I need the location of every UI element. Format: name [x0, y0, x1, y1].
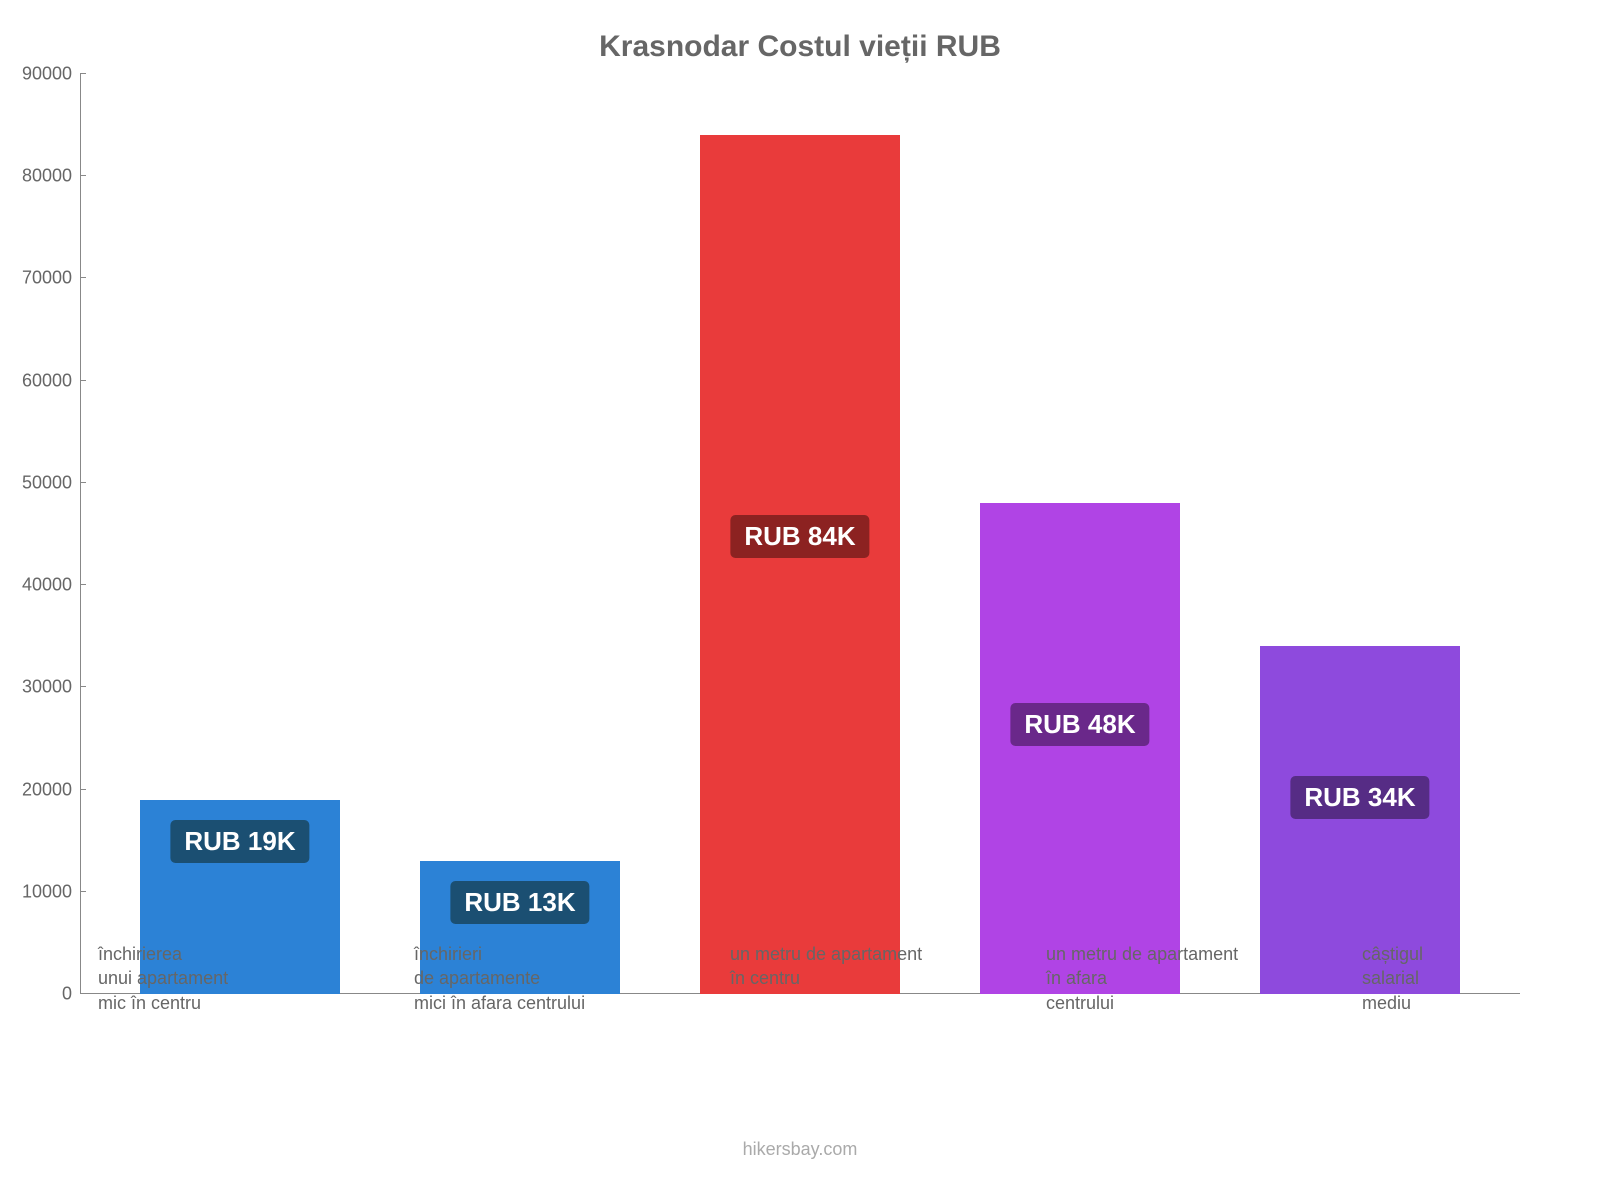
y-tick-label: 60000 — [22, 370, 72, 391]
bar-value-label: RUB 84K — [730, 515, 869, 558]
bar-slot: RUB 13K — [410, 74, 630, 994]
y-tick-label: 80000 — [22, 166, 72, 187]
source-credit: hikersbay.com — [0, 1139, 1600, 1160]
chart-title: Krasnodar Costul vieții RUB — [60, 30, 1540, 64]
bar-slot: RUB 34K — [1250, 74, 1470, 994]
bar-slot: RUB 84K — [690, 74, 910, 994]
bar-value-label: RUB 19K — [170, 820, 309, 863]
bar: RUB 84K — [700, 135, 900, 994]
x-axis-category-label: un metru de apartamentîn centru — [720, 942, 940, 1015]
y-axis: 0100002000030000400005000060000700008000… — [20, 74, 80, 994]
y-tick-label: 30000 — [22, 677, 72, 698]
y-tick-label: 90000 — [22, 64, 72, 85]
bar-slot: RUB 48K — [970, 74, 1190, 994]
x-axis-category-label: câștigulsalarialmediu — [1352, 942, 1572, 1015]
x-axis-labels: închiriereaunui apartamentmic în centru î… — [20, 942, 1600, 1015]
x-axis-category-label: închiriereaunui apartamentmic în centru — [88, 942, 308, 1015]
bar-value-label: RUB 34K — [1290, 776, 1429, 819]
plot-area: 0100002000030000400005000060000700008000… — [80, 74, 1520, 994]
y-tick-label: 20000 — [22, 779, 72, 800]
x-axis-category-label: un metru de apartamentîn afaracentrului — [1036, 942, 1256, 1015]
bars-row: RUB 19K RUB 13K RUB 84K RUB 48K RUB 34K — [80, 74, 1520, 994]
bar-value-label: RUB 48K — [1010, 703, 1149, 746]
y-tick-label: 10000 — [22, 881, 72, 902]
bar-slot: RUB 19K — [130, 74, 350, 994]
x-axis-category-label: închirieride apartamentemici în afara ce… — [404, 942, 624, 1015]
y-tick-label: 40000 — [22, 575, 72, 596]
y-tick-label: 50000 — [22, 472, 72, 493]
bar-value-label: RUB 13K — [450, 881, 589, 924]
y-tick-label: 70000 — [22, 268, 72, 289]
chart-container: Krasnodar Costul vieții RUB 010000200003… — [0, 0, 1600, 1200]
bar: RUB 48K — [980, 503, 1180, 994]
